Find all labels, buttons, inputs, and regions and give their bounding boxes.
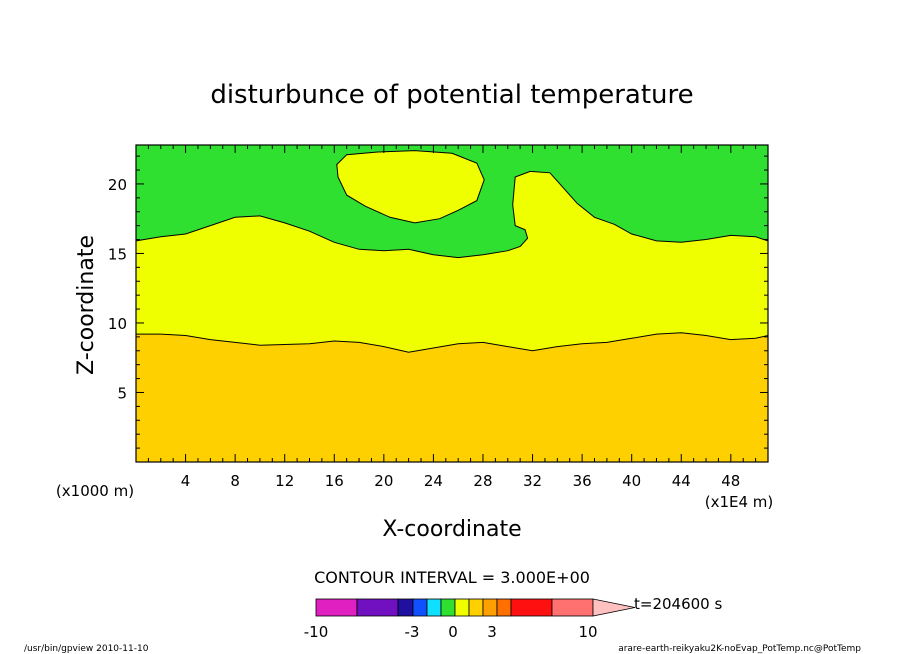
- y-tick-label: 20: [108, 176, 127, 194]
- region-bubble: [336, 150, 485, 223]
- region-middle: [136, 171, 768, 353]
- colorbar-tick-label: 0: [448, 623, 458, 641]
- colorbar-swatch: [510, 598, 553, 617]
- axis-ticks: [136, 145, 768, 462]
- x-tick-label: 44: [672, 472, 691, 490]
- y-tick-label: 5: [117, 384, 127, 402]
- y-tick-label: 15: [108, 245, 127, 263]
- x-tick-label: 16: [325, 472, 344, 490]
- contour-line-lower: [136, 332, 769, 353]
- x-tick-labels: 4 8 12 16 20 24 28 32 36 40 44 48: [181, 472, 741, 490]
- colorbar-swatch: [440, 598, 456, 617]
- x-tick-label: 24: [424, 472, 443, 490]
- colorbar-tick-label: 3: [487, 623, 497, 641]
- plot-frame: [135, 144, 769, 463]
- y-axis-label: Z-coordinate: [74, 235, 99, 375]
- colorbar-swatch: [315, 598, 358, 617]
- colorbar-swatch: [412, 598, 428, 617]
- x-tick-label: 4: [181, 472, 191, 490]
- x-tick-label: 28: [473, 472, 492, 490]
- time-label: t=204600 s: [634, 595, 722, 613]
- x-tick-label: 20: [374, 472, 393, 490]
- x-axis-label: X-coordinate: [382, 517, 521, 542]
- y-tick-label: 10: [108, 315, 127, 333]
- colorbar-swatch: [426, 598, 442, 617]
- colorbar: [315, 598, 636, 617]
- colorbar-tick-label: 10: [578, 623, 597, 641]
- y-tick-labels: 5 10 15 20: [108, 176, 127, 403]
- colorbar-swatch: [454, 598, 470, 617]
- colorbar-tick-label: -3: [405, 623, 420, 641]
- contour-interval-text: CONTOUR INTERVAL = 3.000E+00: [314, 568, 590, 587]
- footer-left: /usr/bin/gpview 2010-11-10: [24, 644, 149, 654]
- colorbar-swatch: [482, 598, 498, 617]
- x-tick-label: 12: [275, 472, 294, 490]
- colorbar-swatch: [468, 598, 484, 617]
- plot-area: [135, 144, 769, 463]
- colorbar-swatch: [496, 598, 512, 617]
- footer-right: arare-earth-reikyaku2K-noEvap_PotTemp.nc…: [618, 644, 861, 654]
- colorbar-swatch: [551, 598, 594, 617]
- x-unit-label: (x1E4 m): [705, 493, 774, 511]
- colorbar-tick-label: -10: [304, 623, 329, 641]
- chart-title: disturbunce of potential temperature: [210, 80, 693, 110]
- contour-line-upper: [135, 170, 769, 259]
- y-unit-label: (x1000 m): [56, 482, 134, 500]
- colorbar-extension-arrow: [592, 598, 636, 617]
- x-tick-label: 40: [622, 472, 641, 490]
- x-tick-label: 32: [523, 472, 542, 490]
- region-bottom: [136, 332, 768, 462]
- x-tick-label: 8: [230, 472, 240, 490]
- contour-line-bubble: [336, 150, 485, 224]
- colorbar-swatch: [356, 598, 399, 617]
- x-tick-label: 36: [573, 472, 592, 490]
- colorbar-labels: -10 -3 0 3 10: [304, 623, 598, 641]
- x-tick-label: 48: [721, 472, 740, 490]
- colorbar-swatch: [397, 598, 414, 617]
